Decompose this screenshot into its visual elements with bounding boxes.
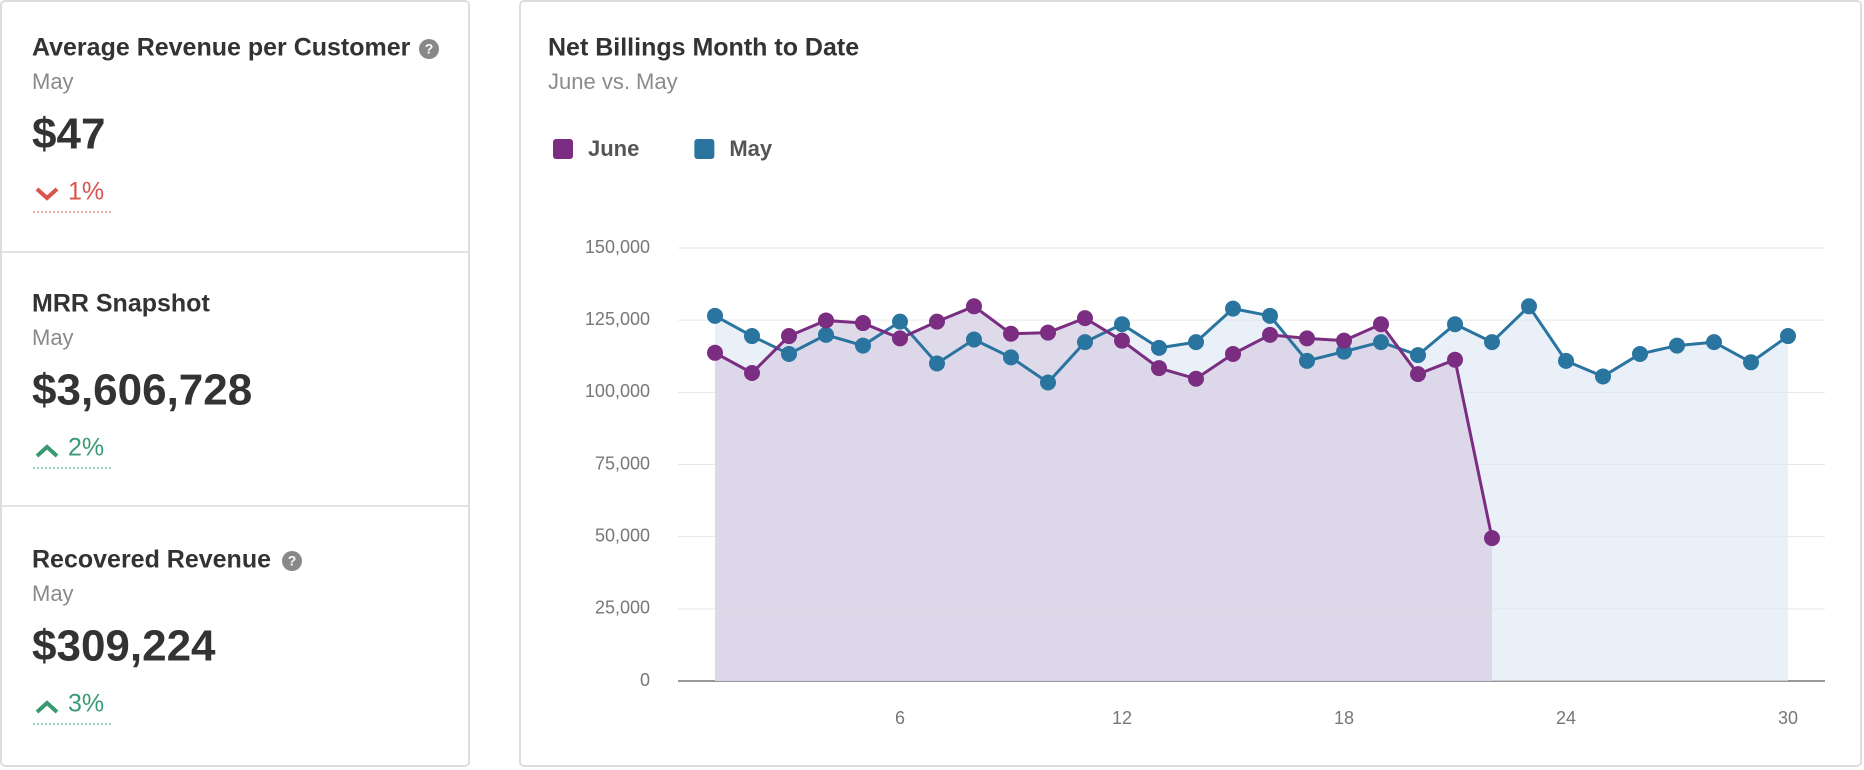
y-tick-label: 50,000 [595,525,650,545]
point [1410,366,1426,383]
point [929,313,945,330]
point [929,355,945,372]
card-value: $309,224 [32,622,216,671]
x-tick-label: 24 [1556,708,1576,728]
point [1151,339,1167,356]
legend-label: June [588,136,639,161]
point [1077,310,1093,327]
point [1114,332,1130,349]
card-title: Average Revenue per Customer [32,34,411,62]
y-tick-label: 100,000 [585,381,650,401]
x-tick-label: 18 [1334,708,1354,728]
card-period: May [32,325,74,350]
help-icon[interactable] [419,39,439,59]
down-arrow [35,187,59,201]
card-change: 3% [68,690,104,718]
point [1780,328,1796,345]
card-period: May [32,581,74,606]
y-tick-label: 0 [640,670,650,690]
point [1299,330,1315,347]
card: Recovered Revenue ? May $309,224 3% [32,546,302,725]
card: MRR Snapshot May $3,606,728 2% [32,290,252,469]
point [1743,354,1759,371]
line [714,304,1494,539]
point [1410,347,1426,364]
point [781,345,797,362]
card-value: $47 [32,110,105,159]
y-tick-label: 75,000 [595,453,650,473]
point [1077,334,1093,351]
point [707,344,723,361]
point [1262,307,1278,324]
x-tick-label: 30 [1778,708,1798,728]
help-icon-glyph: ? [288,553,297,569]
point [1151,360,1167,377]
point [855,337,871,354]
point [892,330,908,347]
y-tick-label: 125,000 [585,309,650,329]
point [781,328,797,345]
point [1558,352,1574,369]
point [1669,337,1685,354]
point [818,326,834,343]
point [892,313,908,330]
chart-subtitle: June vs. May [548,69,678,94]
point [1632,345,1648,362]
point [1595,368,1611,385]
point [1225,345,1241,362]
point [1484,530,1500,547]
point [744,328,760,345]
point [1373,334,1389,351]
point [744,364,760,381]
point [966,331,982,348]
card-change: 2% [68,434,104,462]
point [1447,351,1463,368]
point [1003,325,1019,342]
x-tick-label: 6 [895,708,905,728]
card-period: May [32,69,74,94]
point [966,298,982,315]
kpi-panel [0,0,470,767]
point [1336,343,1352,360]
plot: 0 25,000 50,000 75,000 100,000 125,000 150,000… [553,136,1825,728]
point [1447,316,1463,333]
legend-swatch [694,139,715,159]
point [1336,332,1352,349]
point [707,307,723,324]
point [1040,324,1056,341]
point [818,312,834,329]
point [1188,370,1204,387]
point [1188,334,1204,351]
help-icon[interactable] [282,551,302,571]
chart-title: Net Billings Month to Date [548,34,859,62]
point [1521,298,1537,315]
point [855,315,871,332]
area [715,306,1492,681]
point [1706,334,1722,351]
point [1225,300,1241,317]
legend-label: May [729,136,773,161]
y-tick-label: 150,000 [585,237,650,257]
card-value: $3,606,728 [32,366,252,415]
point [1299,352,1315,369]
card: Average Revenue per Customer ? May $47 1… [32,34,439,213]
card-title: Recovered Revenue [32,546,271,574]
y-tick-label: 25,000 [595,598,650,618]
up-arrow [35,700,59,714]
point [1003,349,1019,366]
help-icon-glyph: ? [425,41,434,57]
card-title: MRR Snapshot [32,290,210,318]
point [1484,334,1500,351]
x-tick-label: 12 [1112,708,1132,728]
point [1114,316,1130,333]
point [1040,374,1056,391]
point [1373,316,1389,333]
up-arrow [35,444,59,458]
point [1262,326,1278,343]
legend-swatch [553,139,573,159]
card-change: 1% [68,178,104,206]
